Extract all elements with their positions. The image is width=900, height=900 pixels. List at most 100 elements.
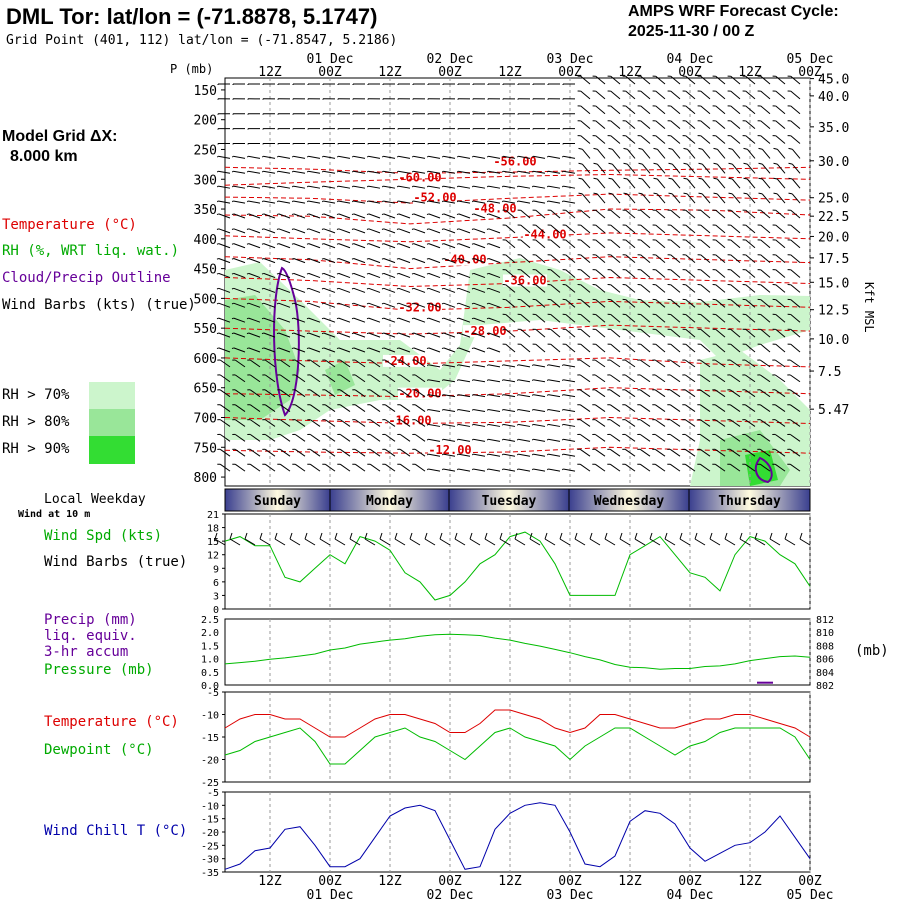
- barb-flag: [291, 332, 294, 335]
- barb-shaft: [324, 374, 336, 383]
- barb-shaft: [309, 448, 321, 457]
- barb-flag: [713, 192, 718, 195]
- barb-shaft: [248, 347, 261, 353]
- wind-barb: [773, 177, 786, 189]
- barb-shaft: [218, 332, 231, 338]
- barb-shaft: [655, 90, 666, 100]
- wind-barb: [322, 374, 336, 383]
- wind-barb: [307, 143, 321, 145]
- wind-barb: [758, 162, 771, 174]
- wind-barb: [607, 284, 621, 293]
- barb-shaft: [565, 329, 576, 338]
- wind-barb: [216, 170, 231, 174]
- wind-barb: [577, 135, 591, 144]
- barb-shaft: [503, 379, 516, 383]
- wind-barb: [728, 162, 741, 174]
- wind-barb: [426, 347, 441, 353]
- barb-shaft: [473, 379, 486, 383]
- barb-shaft: [339, 419, 351, 427]
- chill-tick-label: -15: [201, 815, 219, 826]
- barb-shaft: [700, 120, 711, 130]
- wind-barb: [607, 254, 621, 264]
- barb-flag: [623, 162, 628, 165]
- barb-flag: [608, 162, 613, 165]
- barb-shaft: [625, 254, 636, 264]
- barb-shaft: [595, 90, 606, 100]
- barb-shaft: [655, 135, 666, 144]
- wind-barb: [712, 284, 726, 293]
- barb-shaft: [670, 120, 681, 130]
- barb-shaft: [383, 287, 396, 293]
- wind-barb: [336, 155, 351, 159]
- bottom-date-label: 04 Dec: [667, 888, 714, 900]
- barb-shaft: [505, 299, 516, 308]
- wind-barb: [637, 75, 651, 85]
- barb-shaft: [563, 200, 576, 204]
- barb-flag: [381, 272, 384, 275]
- barb-shaft: [368, 272, 381, 279]
- wind-barb: [637, 209, 651, 219]
- wind-barb: [682, 448, 696, 457]
- barb-shaft: [715, 224, 726, 234]
- wind-barb: [232, 128, 246, 130]
- barb-shaft: [473, 364, 486, 368]
- barb-shaft: [263, 155, 276, 159]
- barb-shaft: [409, 538, 421, 546]
- wind-barb: [397, 83, 411, 85]
- barb-shaft: [473, 332, 486, 338]
- wind-barb: [472, 83, 486, 85]
- top-hour-label: 12Z: [738, 65, 762, 80]
- barb-shaft: [219, 389, 231, 398]
- wind-barb: [397, 389, 411, 398]
- wind-barb: [366, 185, 381, 189]
- wind-barb: [246, 213, 261, 219]
- wind-barb: [546, 185, 561, 189]
- barb-flag: [501, 409, 504, 411]
- barb-shaft: [699, 433, 711, 442]
- wind-barb: [502, 143, 516, 145]
- barb-shaft: [338, 302, 351, 308]
- barb-flag: [321, 347, 324, 350]
- barb-shaft: [791, 163, 801, 174]
- wind-barb: [622, 209, 636, 219]
- barb-shaft: [249, 389, 261, 398]
- wind-barb: [502, 113, 516, 115]
- barb-shaft: [699, 404, 711, 412]
- barb-shaft: [744, 448, 756, 457]
- wind-barb: [426, 453, 441, 457]
- barb-flag: [471, 364, 474, 367]
- barb-flag: [559, 532, 563, 540]
- wind-barb: [217, 83, 231, 85]
- barb-flag: [366, 272, 369, 275]
- wind-barb: [622, 90, 636, 100]
- barb-shaft: [595, 224, 606, 234]
- barb-shaft: [503, 468, 516, 472]
- barb-flag: [364, 532, 368, 540]
- barb-shaft: [640, 284, 651, 293]
- wind-barb: [577, 209, 591, 219]
- barb-shaft: [686, 163, 696, 174]
- contour-label-bg: [463, 325, 507, 338]
- barb-flag: [486, 317, 489, 320]
- barb-flag: [471, 317, 474, 320]
- wind-barb: [337, 404, 351, 412]
- wind-barb: [291, 272, 306, 279]
- barb-shaft: [589, 538, 601, 546]
- barb-flag: [456, 287, 459, 290]
- barb-flag: [426, 272, 429, 275]
- barb-shaft: [499, 538, 511, 546]
- barb-flag: [366, 317, 369, 320]
- wind-barb: [772, 448, 786, 457]
- wind-barb: [682, 343, 696, 353]
- barb-shaft: [520, 269, 531, 278]
- wind-barb: [562, 98, 576, 100]
- wind-barb: [427, 83, 441, 85]
- barb-shaft: [503, 155, 516, 159]
- barb-shaft: [580, 209, 591, 219]
- wind-barb: [321, 243, 336, 249]
- barb-flag: [743, 192, 748, 195]
- barb-shaft: [639, 359, 651, 368]
- barb-flag: [411, 170, 414, 173]
- wind-barb: [472, 143, 486, 145]
- wind-barb: [652, 404, 666, 412]
